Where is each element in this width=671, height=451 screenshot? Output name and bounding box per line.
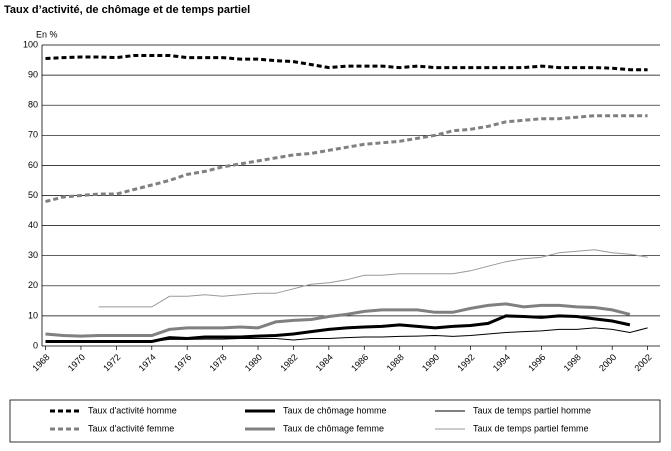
series-line [45, 54, 648, 72]
series-line [45, 302, 631, 338]
y-tick-label: 40 [28, 220, 38, 230]
legend-label: Taux de temps partiel homme [473, 405, 591, 415]
x-tick-label: 2002 [632, 352, 653, 373]
x-tick-label: 1972 [101, 352, 122, 373]
x-tick-label: 1998 [562, 352, 583, 373]
x-tick-label: 1990 [420, 352, 441, 373]
y-tick-label: 50 [28, 190, 38, 200]
legend-label: Taux de temps partiel femme [473, 423, 589, 433]
x-tick-label: 2000 [597, 352, 618, 373]
legend-label: Taux de chômage femme [283, 423, 384, 433]
series-line [45, 114, 648, 203]
y-tick-label: 60 [28, 160, 38, 170]
y-tick-label: 80 [28, 100, 38, 110]
series-line [45, 327, 648, 342]
y-tick-label: 70 [28, 130, 38, 140]
x-tick-label: 1982 [278, 352, 299, 373]
x-tick-label: 1970 [66, 352, 87, 373]
x-tick-label: 1976 [172, 352, 193, 373]
y-axis-label: En % [36, 29, 58, 39]
x-tick-label: 1994 [491, 352, 512, 373]
x-tick-label: 1980 [243, 352, 264, 373]
y-tick-label: 30 [28, 250, 38, 260]
x-tick-label: 1986 [349, 352, 370, 373]
legend-label: Taux d'activité femme [88, 423, 174, 433]
y-tick-label: 100 [23, 39, 38, 49]
chart-title: Taux d’activité, de chômage et de temps … [4, 4, 250, 16]
x-tick-label: 1974 [137, 352, 158, 373]
x-tick-label: 1992 [455, 352, 476, 373]
x-tick-label: 1978 [207, 352, 228, 373]
y-tick-label: 20 [28, 280, 38, 290]
x-tick-label: 1988 [385, 352, 406, 373]
legend-label: Taux de chômage homme [283, 405, 387, 415]
x-tick-label: 1996 [526, 352, 547, 373]
legend-label: Taux d'activité homme [88, 405, 177, 415]
y-tick-label: 10 [28, 310, 38, 320]
y-tick-label: 0 [33, 340, 38, 350]
x-tick-label: 1968 [30, 352, 51, 373]
x-tick-label: 1984 [314, 352, 335, 373]
y-tick-label: 90 [28, 69, 38, 79]
legend-box [9, 399, 661, 443]
series-line [98, 249, 648, 308]
